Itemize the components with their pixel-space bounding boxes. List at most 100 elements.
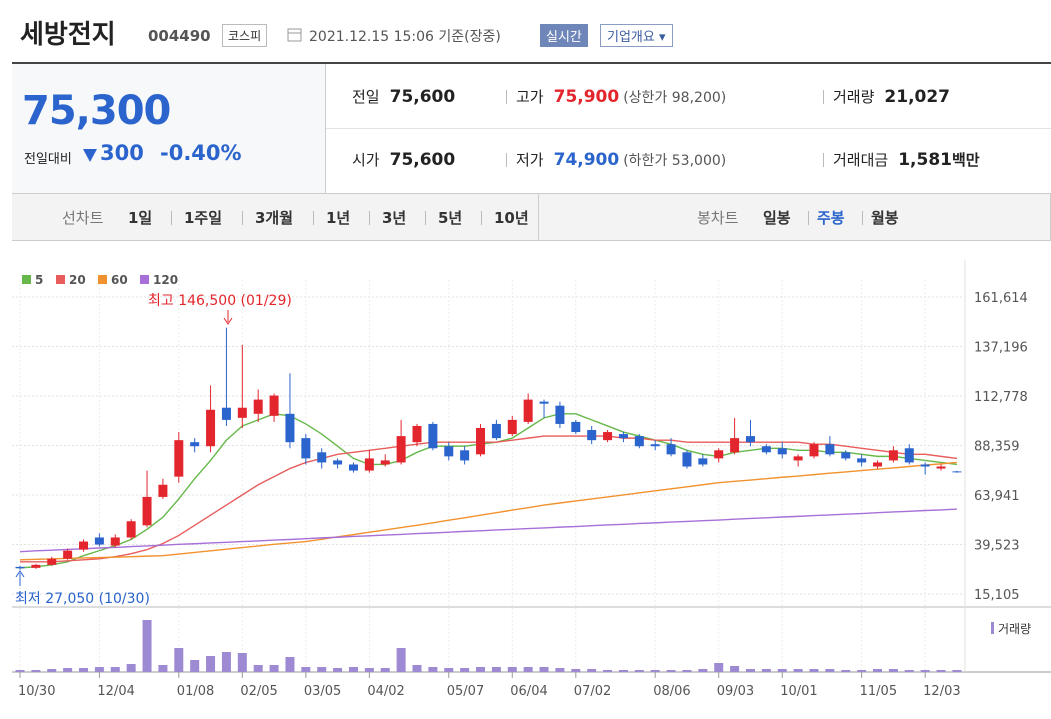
volume-bar [730, 666, 740, 672]
candle-body [253, 399, 263, 414]
stat-value: 75,600 [389, 87, 456, 107]
candle-body [269, 395, 279, 416]
candle-body [539, 401, 549, 404]
period-tab[interactable]: 1일 [128, 209, 153, 227]
x-tick-label: 10/01 [780, 684, 817, 699]
period-tab[interactable]: 5년 [438, 209, 463, 227]
volume-bar [761, 669, 771, 672]
volume-bar [555, 668, 565, 672]
volume-bar [793, 669, 803, 672]
candle-body [142, 496, 152, 526]
volume-legend-swatch [991, 622, 994, 634]
legend-swatch [98, 275, 107, 284]
candle-body [730, 438, 740, 453]
volume-bar [63, 668, 73, 672]
volume-bar [698, 669, 708, 672]
stat-cell: 전일 75,600 [352, 86, 455, 107]
legend-label: 5 [35, 273, 43, 287]
volume-bar [237, 653, 247, 672]
x-tick-label: 09/03 [717, 684, 754, 699]
moving-average [19, 461, 957, 561]
divider [823, 90, 824, 104]
stat-unit: 백만 [951, 151, 980, 169]
stat-value: 75,900 [553, 87, 620, 107]
period-tab[interactable]: 3개월 [255, 209, 294, 227]
volume-bar [31, 670, 41, 672]
legend-label: 20 [69, 273, 86, 287]
volume-bar [396, 648, 406, 672]
stat-cell: 저가 74,900 (하한가 53,000) [516, 149, 726, 170]
volume-bar [507, 667, 517, 672]
candle-tab[interactable]: 월봉 [871, 209, 899, 227]
candle-body [571, 421, 581, 433]
stat-label: 저가 [516, 151, 544, 169]
volume-bar [873, 669, 883, 672]
stat-cell: 고가 75,900 (상한가 98,200) [516, 86, 726, 107]
realtime-button[interactable]: 실시간 [540, 24, 588, 47]
x-tick-label: 06/04 [510, 684, 547, 699]
volume-bar [412, 665, 422, 672]
current-price: 75,300 [22, 88, 171, 134]
period-tab[interactable]: 1주일 [184, 209, 223, 227]
stat-cell: 거래대금 1,581백만 [833, 149, 980, 170]
divider [808, 211, 809, 225]
tab-group-label: 선차트 [62, 209, 104, 227]
candle-body [348, 464, 358, 471]
stat-label: 시가 [352, 151, 380, 169]
candle-body [666, 444, 676, 455]
volume-bar [126, 664, 136, 672]
stock-name: 세방전지 [20, 20, 116, 50]
candle-body [777, 448, 787, 455]
period-tab[interactable]: 10년 [494, 209, 529, 227]
stat-note: (하한가 53,000) [623, 153, 727, 169]
candle-body [158, 484, 168, 497]
low-arrow-head [15, 570, 25, 578]
period-tab[interactable]: 1년 [326, 209, 351, 227]
candle-body [809, 444, 819, 457]
divider [171, 211, 172, 225]
candle-body [507, 419, 517, 435]
candle-body [920, 464, 930, 467]
period-tab[interactable]: 3년 [382, 209, 407, 227]
candle-body [444, 446, 454, 457]
volume-bar [158, 665, 168, 672]
volume-bar [634, 670, 644, 672]
stat-cell: 시가 75,600 [352, 149, 455, 170]
down-triangle [83, 149, 97, 162]
volume-bar [825, 669, 835, 672]
company-info-button[interactable]: 기업개요 ▾ [600, 24, 673, 47]
candle-body [412, 425, 422, 443]
candle-body [745, 436, 755, 443]
y-tick-label: 112,778 [974, 390, 1028, 405]
y-tick-label: 15,105 [974, 588, 1020, 603]
volume-bar [428, 667, 438, 672]
candle-body [857, 458, 867, 463]
candle-tab[interactable]: 일봉 [763, 209, 791, 227]
candle-body [126, 521, 136, 538]
candle-tab[interactable]: 주봉 [817, 209, 845, 227]
volume-bar [221, 652, 231, 672]
volume-bar [682, 670, 692, 672]
volume-bar [603, 670, 613, 672]
legend-label: 120 [153, 273, 178, 287]
candle-body [460, 450, 470, 461]
candle-body [174, 440, 184, 477]
candle-body [793, 456, 803, 461]
volume-bar [348, 667, 358, 672]
candle-body [491, 423, 501, 439]
x-tick-label: 07/02 [574, 684, 611, 699]
candle-body [63, 550, 73, 559]
candle-body [698, 458, 708, 465]
y-tick-label: 39,523 [974, 539, 1020, 554]
stat-cell: 거래량 21,027 [833, 86, 950, 107]
candle-body [47, 558, 57, 565]
divider [12, 62, 1051, 64]
volume-bar [47, 669, 57, 672]
candle-body [396, 436, 406, 463]
market-badge: 코스피 [222, 24, 268, 47]
volume-bar [523, 667, 533, 672]
volume-bar [333, 668, 343, 672]
moving-average [19, 508, 957, 553]
price-change: 300 [100, 141, 144, 165]
candle-body [904, 448, 914, 463]
